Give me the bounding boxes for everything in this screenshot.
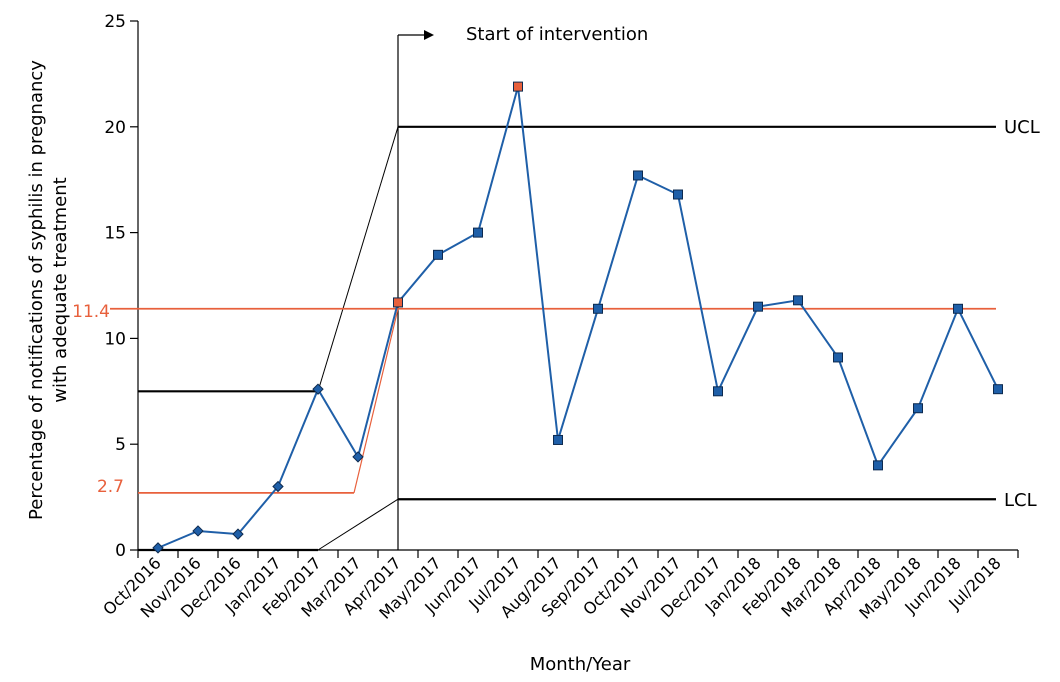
y-tick-label: 0 bbox=[115, 541, 126, 561]
y-tick-label: 25 bbox=[104, 12, 126, 32]
data-point-marker bbox=[633, 170, 643, 181]
intervention-label: Start of intervention bbox=[466, 24, 648, 45]
series-line bbox=[157, 86, 999, 549]
y-tick-label: 15 bbox=[104, 224, 126, 244]
data-point-marker bbox=[673, 189, 683, 200]
data-point-marker bbox=[473, 227, 483, 238]
data-point-marker bbox=[833, 352, 843, 363]
data-point-marker bbox=[793, 295, 803, 306]
chart-structure bbox=[130, 20, 1019, 558]
data-point-marker bbox=[993, 384, 1003, 395]
y-axis-label-line2: with adequate treatment bbox=[50, 177, 71, 402]
data-point-marker bbox=[232, 528, 244, 540]
data-point-marker bbox=[873, 460, 883, 471]
baseline-mean-label: 2.7 bbox=[97, 477, 124, 497]
data-series bbox=[152, 81, 1003, 554]
lcl-transition-line bbox=[317, 498, 399, 551]
data-point-marker bbox=[513, 81, 523, 92]
lcl-label: LCL bbox=[1004, 490, 1037, 511]
data-point-marker bbox=[953, 303, 963, 314]
data-point-marker bbox=[433, 249, 443, 260]
y-axis-label-line1: Percentage of notifications of syphilis … bbox=[26, 60, 47, 520]
chart-labels: Percentage of notifications of syphilis … bbox=[26, 12, 1040, 675]
data-point-marker bbox=[553, 434, 563, 445]
intervention-arrow-head bbox=[424, 30, 434, 40]
data-point-marker bbox=[192, 525, 204, 537]
data-point-marker bbox=[312, 383, 324, 395]
data-point-marker bbox=[393, 297, 403, 308]
data-point-marker bbox=[753, 301, 763, 312]
data-point-marker bbox=[272, 480, 284, 493]
y-tick-label: 10 bbox=[104, 329, 126, 349]
data-point-marker bbox=[352, 451, 364, 463]
y-tick-label: 5 bbox=[115, 435, 126, 455]
mean-transition-line bbox=[353, 308, 399, 494]
control-limits bbox=[110, 30, 996, 552]
ucl-transition-line bbox=[317, 126, 399, 392]
y-tick-label: 20 bbox=[104, 118, 126, 138]
ucl-label: UCL bbox=[1004, 117, 1040, 138]
data-point-marker bbox=[593, 303, 603, 314]
x-axis-label: Month/Year bbox=[530, 654, 631, 675]
data-point-marker bbox=[913, 403, 923, 414]
post-mean-label: 11.4 bbox=[72, 302, 110, 322]
data-point-marker bbox=[152, 542, 164, 554]
data-point-marker bbox=[713, 386, 723, 397]
